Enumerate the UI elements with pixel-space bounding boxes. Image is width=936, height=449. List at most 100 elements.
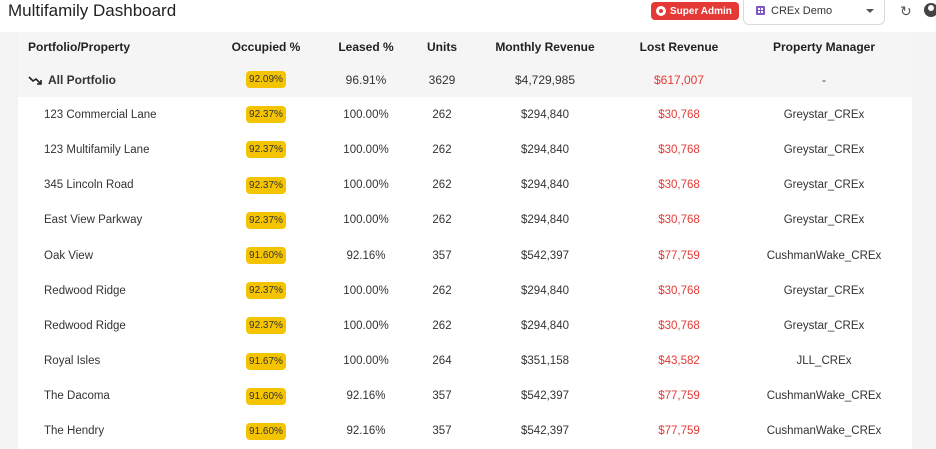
- manager-cell: Greystar_CREx: [783, 319, 865, 332]
- portfolio-table-panel: Portfolio/Property Occupied % Leased % U…: [18, 32, 912, 449]
- leased-cell: 92.16%: [346, 249, 386, 262]
- column-header[interactable]: Occupied %: [216, 32, 316, 62]
- table-row[interactable]: Oak View 91.60% 92.16% 357 $542,397 $77,759 Cu…: [18, 238, 912, 273]
- lost-revenue-cell: $30,768: [658, 214, 700, 227]
- monthly-revenue-cell: $294,840: [521, 284, 569, 297]
- lost-revenue-cell: $30,768: [658, 108, 700, 121]
- lost-revenue-cell: $617,007: [622, 62, 736, 98]
- property-name-cell: Redwood Ridge: [44, 284, 126, 297]
- property-name-cell: The Dacoma: [44, 390, 110, 403]
- leased-cell: 100.00%: [343, 214, 389, 227]
- occupied-badge: 91.60%: [246, 387, 286, 405]
- column-header[interactable]: Lost Revenue: [622, 32, 736, 62]
- occupied-cell: 92.37%: [216, 168, 316, 203]
- manager-cell: JLL_CREx: [796, 355, 852, 368]
- occupied-cell: 92.37%: [216, 132, 316, 167]
- manager-cell: CushmanWake_CREx: [766, 390, 882, 403]
- right-gutter: [912, 32, 936, 449]
- user-icon[interactable]: [924, 3, 936, 17]
- property-name-cell: Redwood Ridge: [44, 319, 126, 332]
- occupied-cell: 91.60%: [216, 414, 316, 449]
- property-name-cell: Oak View: [44, 249, 94, 262]
- table-row[interactable]: Redwood Ridge 92.37% 100.00% 262 $294,840 $30…: [18, 308, 912, 343]
- occupied-cell: 92.37%: [216, 273, 316, 308]
- property-name-cell: 345 Lincoln Road: [44, 179, 134, 192]
- manager-cell: -: [736, 62, 912, 98]
- occupied-cell: 91.67%: [216, 344, 316, 379]
- table-row[interactable]: Royal Isles 91.67% 100.00% 264 $351,158 $43,5…: [18, 344, 912, 379]
- monthly-revenue-cell: $294,840: [521, 214, 569, 227]
- manager-cell: Greystar_CREx: [783, 108, 865, 121]
- units-cell: 262: [432, 143, 452, 156]
- table-row[interactable]: 123 Multifamily Lane 92.37% 100.00% 262 $294…: [18, 132, 912, 167]
- table-row[interactable]: 123 Commercial Lane 92.37% 100.00% 262 $294,…: [18, 97, 912, 132]
- lost-revenue-cell: $77,759: [658, 249, 700, 262]
- manager-cell: Greystar_CREx: [783, 179, 865, 192]
- occupied-badge: 92.37%: [246, 176, 286, 194]
- column-header[interactable]: Monthly Revenue: [468, 32, 622, 62]
- units-cell: 357: [432, 390, 452, 403]
- units-cell: 262: [432, 179, 452, 192]
- column-header[interactable]: Units: [416, 32, 468, 62]
- lost-revenue-cell: $30,768: [658, 284, 700, 297]
- page-title: Multifamily Dashboard: [8, 1, 177, 20]
- occupied-badge: 92.37%: [246, 106, 286, 124]
- table-row[interactable]: The Dacoma 91.60% 92.16% 357 $542,397 $77,759…: [18, 379, 912, 414]
- manager-cell: CushmanWake_CREx: [766, 249, 882, 262]
- lost-revenue-cell: $43,582: [658, 355, 700, 368]
- column-header[interactable]: Portfolio/Property: [18, 32, 216, 62]
- occupied-badge: 92.37%: [246, 282, 286, 300]
- units-cell: 3629: [416, 62, 468, 98]
- refresh-icon[interactable]: ↻: [900, 3, 912, 19]
- table-row[interactable]: East View Parkway 92.37% 100.00% 262 $294,84…: [18, 203, 912, 238]
- lost-revenue-cell: $30,768: [658, 143, 700, 156]
- table-row[interactable]: The Hendry 91.60% 92.16% 357 $542,397 $77,759…: [18, 414, 912, 449]
- occupied-badge: 91.60%: [246, 247, 286, 265]
- monthly-revenue-cell: $294,840: [521, 143, 569, 156]
- leased-cell: 92.16%: [346, 390, 386, 403]
- chevron-down-icon: [866, 9, 874, 13]
- units-cell: 357: [432, 425, 452, 438]
- left-gutter: [0, 32, 18, 449]
- trend-down-icon[interactable]: [28, 75, 42, 86]
- org-select-value: CREx Demo: [771, 4, 833, 17]
- property-name-cell: East View Parkway: [44, 214, 143, 227]
- occupied-badge: 92.37%: [246, 141, 286, 159]
- occupied-cell: 92.09%: [216, 62, 316, 98]
- column-header[interactable]: Leased %: [316, 32, 416, 62]
- building-icon: [756, 6, 765, 15]
- monthly-revenue-cell: $294,840: [521, 108, 569, 121]
- occupied-cell: 92.37%: [216, 308, 316, 343]
- monthly-revenue-cell: $542,397: [521, 390, 569, 403]
- units-cell: 357: [432, 249, 452, 262]
- monthly-revenue-cell: $294,840: [521, 319, 569, 332]
- portfolio-row[interactable]: All Portfolio 92.09% 96.91% 3629 $4,729,…: [18, 62, 912, 98]
- leased-cell: 92.16%: [346, 425, 386, 438]
- role-badge[interactable]: Super Admin: [651, 2, 739, 20]
- units-cell: 262: [432, 108, 452, 121]
- units-cell: 262: [432, 319, 452, 332]
- portfolio-name-cell: All Portfolio: [18, 62, 216, 98]
- property-name-cell: Royal Isles: [44, 355, 101, 368]
- monthly-revenue-cell: $351,158: [521, 355, 569, 368]
- occupied-cell: 91.60%: [216, 379, 316, 414]
- occupied-cell: 92.37%: [216, 203, 316, 238]
- leased-cell: 100.00%: [343, 284, 389, 297]
- leased-cell: 100.00%: [343, 108, 389, 121]
- column-header[interactable]: Property Manager: [736, 32, 912, 62]
- leased-cell: 100.00%: [343, 179, 389, 192]
- monthly-revenue-cell: $542,397: [521, 425, 569, 438]
- table-row[interactable]: Redwood Ridge 92.37% 100.00% 262 $294,840 $30…: [18, 273, 912, 308]
- lost-revenue-cell: $30,768: [658, 179, 700, 192]
- portfolio-table: Portfolio/Property Occupied % Leased % U…: [18, 32, 912, 449]
- leased-cell: 100.00%: [343, 143, 389, 156]
- manager-cell: Greystar_CREx: [783, 284, 865, 297]
- manager-cell: Greystar_CREx: [783, 214, 865, 227]
- org-select[interactable]: CREx Demo: [743, 0, 885, 25]
- occupied-badge: 91.67%: [246, 352, 286, 370]
- occupied-badge: 92.37%: [246, 317, 286, 335]
- units-cell: 264: [432, 355, 452, 368]
- table-row[interactable]: 345 Lincoln Road 92.37% 100.00% 262 $294,840…: [18, 168, 912, 203]
- units-cell: 262: [432, 284, 452, 297]
- occupied-badge: 91.60%: [246, 422, 286, 440]
